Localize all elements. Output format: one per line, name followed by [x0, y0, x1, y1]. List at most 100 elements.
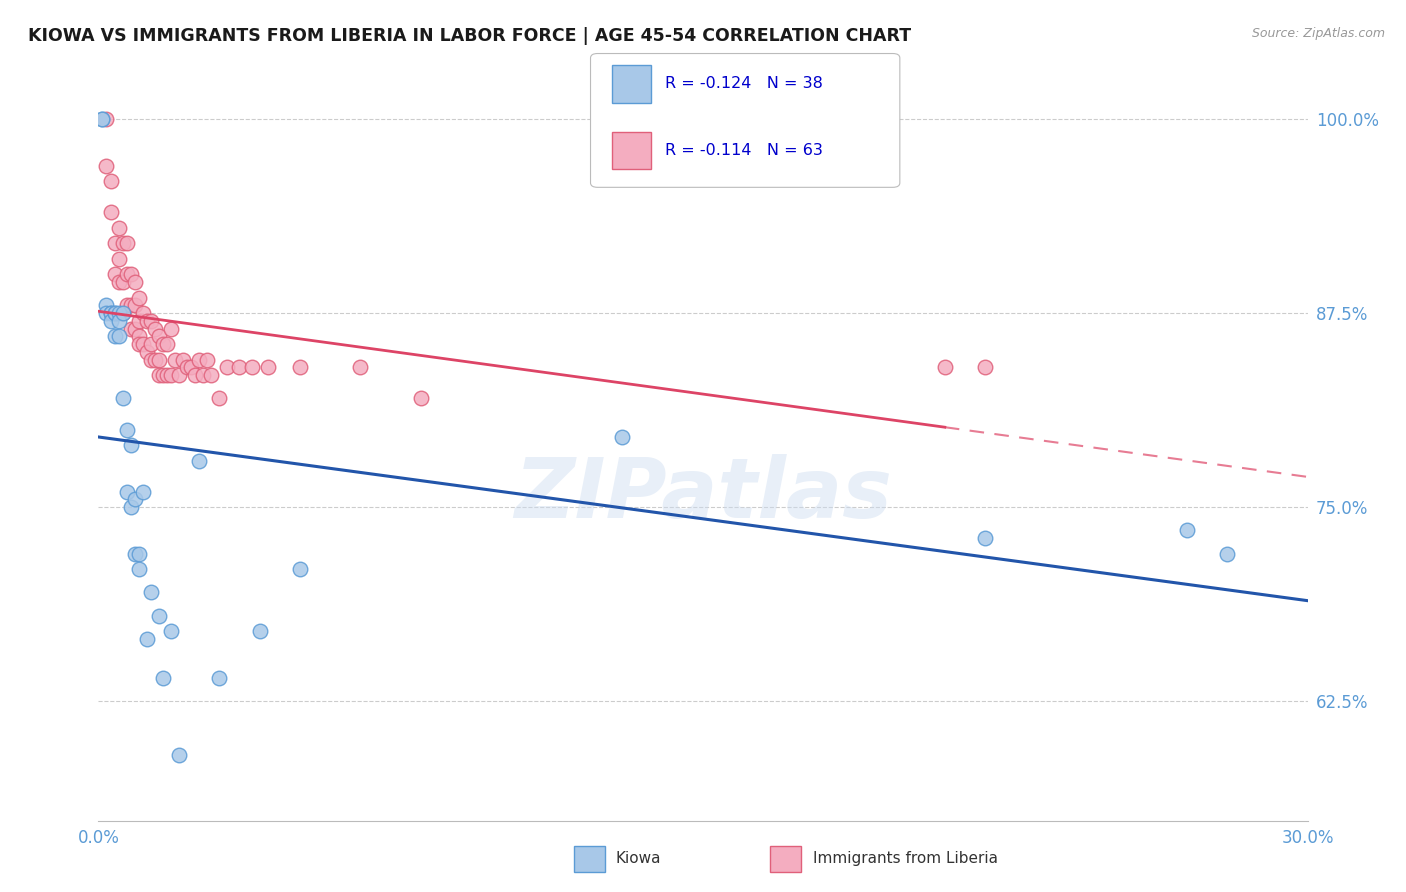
Point — [167, 368, 190, 383]
Point — [128, 562, 150, 576]
Point — [111, 306, 134, 320]
Point — [1216, 547, 1239, 561]
Point — [100, 314, 122, 328]
Point — [148, 352, 170, 367]
Point — [176, 360, 198, 375]
Point — [120, 298, 142, 312]
Point — [256, 360, 278, 375]
Point — [128, 547, 150, 561]
Point — [160, 624, 183, 639]
Point — [288, 562, 311, 576]
Point — [132, 484, 155, 499]
Point — [143, 321, 166, 335]
Point — [107, 306, 129, 320]
Point — [96, 298, 118, 312]
Point — [107, 275, 129, 289]
Point — [115, 423, 138, 437]
Text: ZIPatlas: ZIPatlas — [515, 454, 891, 535]
Point — [139, 585, 162, 599]
Point — [96, 112, 118, 127]
Point — [124, 321, 146, 335]
Point — [156, 368, 179, 383]
Point — [148, 368, 170, 383]
Point — [120, 438, 142, 452]
Point — [148, 608, 170, 623]
Point — [120, 321, 142, 335]
Point — [115, 298, 138, 312]
Point — [195, 352, 218, 367]
Point — [107, 329, 129, 343]
Point — [111, 275, 134, 289]
Point — [288, 360, 311, 375]
Point — [103, 236, 125, 251]
Point — [172, 352, 194, 367]
Point — [409, 392, 432, 406]
Point — [974, 360, 997, 375]
Text: R = -0.114   N = 63: R = -0.114 N = 63 — [665, 144, 823, 158]
Point — [135, 632, 157, 646]
Point — [91, 112, 114, 127]
Point — [139, 337, 162, 351]
Point — [152, 671, 174, 685]
Point — [120, 500, 142, 515]
Point — [124, 298, 146, 312]
Point — [208, 671, 231, 685]
Point — [132, 306, 155, 320]
Point — [152, 368, 174, 383]
Point — [163, 352, 186, 367]
Point — [128, 329, 150, 343]
Point — [148, 329, 170, 343]
Point — [1175, 524, 1198, 538]
Point — [156, 337, 179, 351]
Point — [107, 220, 129, 235]
Point — [167, 748, 190, 763]
Point — [180, 360, 202, 375]
Point — [128, 314, 150, 328]
Point — [188, 352, 211, 367]
Text: KIOWA VS IMMIGRANTS FROM LIBERIA IN LABOR FORCE | AGE 45-54 CORRELATION CHART: KIOWA VS IMMIGRANTS FROM LIBERIA IN LABO… — [28, 27, 911, 45]
Point — [139, 352, 162, 367]
Text: R = -0.124   N = 38: R = -0.124 N = 38 — [665, 77, 823, 91]
Point — [96, 159, 118, 173]
Point — [193, 368, 215, 383]
Point — [115, 236, 138, 251]
Point — [100, 306, 122, 320]
Point — [128, 291, 150, 305]
Point — [124, 547, 146, 561]
Point — [103, 268, 125, 282]
Point — [107, 252, 129, 266]
Point — [128, 337, 150, 351]
Point — [100, 306, 122, 320]
Point — [103, 306, 125, 320]
Point — [188, 453, 211, 467]
Point — [103, 306, 125, 320]
Point — [612, 430, 634, 444]
Point — [228, 360, 250, 375]
Point — [115, 268, 138, 282]
Point — [115, 484, 138, 499]
Point — [200, 368, 222, 383]
Point — [160, 321, 183, 335]
Point — [143, 352, 166, 367]
Point — [124, 492, 146, 507]
Point — [100, 174, 122, 188]
Point — [96, 306, 118, 320]
Point — [132, 337, 155, 351]
Point — [135, 345, 157, 359]
Point — [217, 360, 239, 375]
Point — [111, 236, 134, 251]
Point — [111, 392, 134, 406]
Point — [91, 112, 114, 127]
Point — [160, 368, 183, 383]
Point — [139, 314, 162, 328]
Point — [184, 368, 207, 383]
Point — [100, 205, 122, 219]
Point — [249, 624, 271, 639]
Point — [124, 275, 146, 289]
Point — [152, 337, 174, 351]
Point — [349, 360, 371, 375]
Point — [934, 360, 956, 375]
Point — [103, 329, 125, 343]
Text: Kiowa: Kiowa — [616, 852, 661, 866]
Point — [107, 314, 129, 328]
